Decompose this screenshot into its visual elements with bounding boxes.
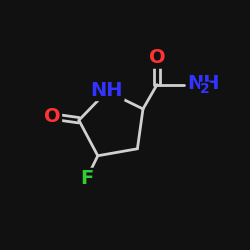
Text: O: O bbox=[44, 107, 60, 126]
Text: F: F bbox=[80, 169, 93, 188]
Text: NH: NH bbox=[188, 74, 220, 93]
Text: NH: NH bbox=[90, 80, 123, 100]
Text: O: O bbox=[149, 48, 165, 67]
Text: 2: 2 bbox=[200, 82, 210, 96]
